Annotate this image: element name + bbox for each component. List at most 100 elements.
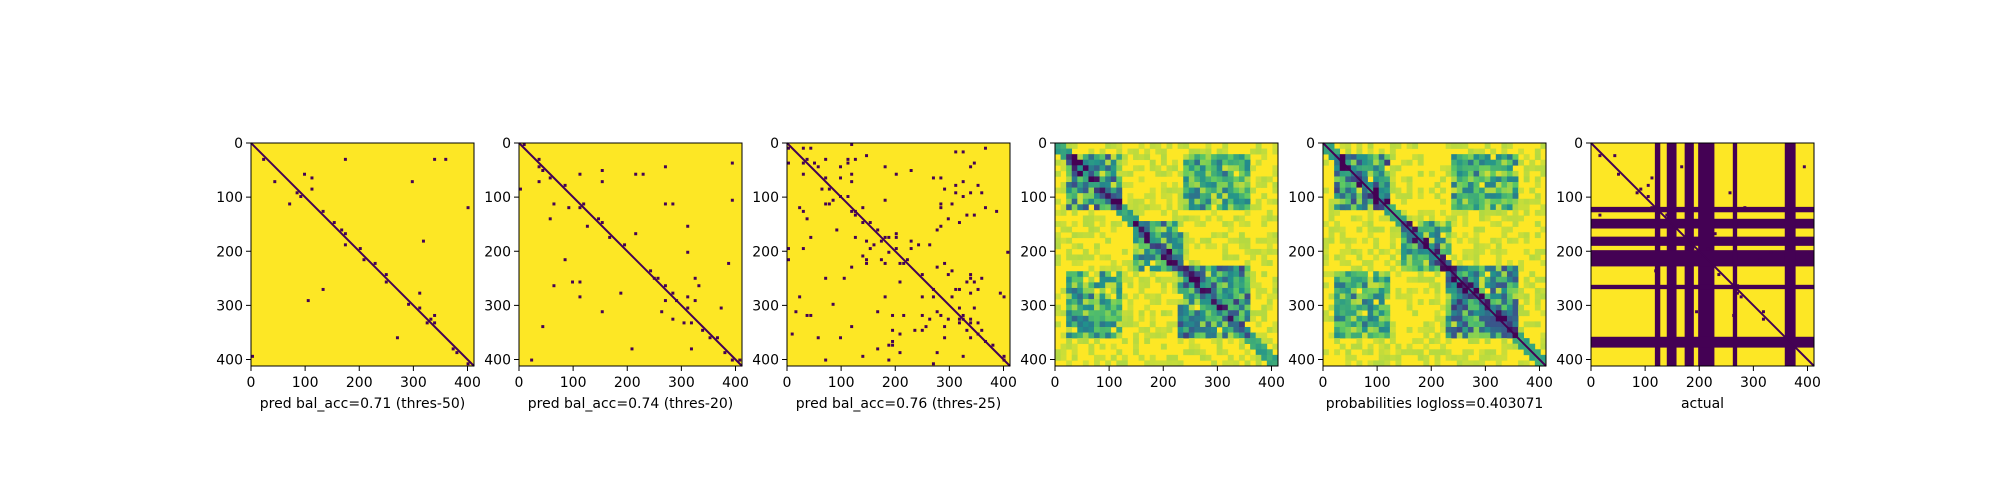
heatmap-cell	[1323, 349, 1329, 356]
heatmap-cell	[1233, 326, 1240, 333]
heatmap-cell	[1071, 176, 1078, 183]
heatmap-cell	[1177, 332, 1184, 339]
heatmap-cell	[1160, 159, 1167, 166]
heatmap-cell	[1160, 276, 1167, 283]
heatmap-cell	[1501, 215, 1508, 222]
x-tick-label: 0	[247, 375, 256, 391]
heatmap-cell	[1473, 204, 1480, 211]
heatmap-cell	[1490, 271, 1497, 278]
heatmap-cell	[1116, 182, 1123, 188]
x-tick-label: 400	[454, 375, 481, 391]
heatmap-cell	[295, 191, 299, 195]
heatmap-cell	[1211, 154, 1217, 161]
heatmap-cell	[1395, 287, 1402, 294]
heatmap-cell	[1323, 315, 1329, 322]
heatmap-cell	[1250, 165, 1256, 172]
heatmap-cell	[1110, 170, 1117, 177]
heatmap-cell	[1339, 260, 1346, 266]
heatmap-cell	[1110, 165, 1117, 172]
heatmap-cell	[1467, 326, 1474, 333]
heatmap-cell	[1127, 193, 1134, 200]
heatmap-cell	[1194, 165, 1201, 172]
heatmap-cell	[1495, 209, 1502, 216]
heatmap-cell	[1467, 154, 1474, 161]
heatmap-cell	[1127, 148, 1134, 155]
heatmap-cell	[1116, 165, 1123, 172]
heatmap-cell	[1155, 248, 1162, 255]
heatmap-cell	[1205, 276, 1212, 283]
heatmap-cell	[1261, 338, 1268, 344]
heatmap-cell	[1099, 304, 1106, 311]
heatmap-cell	[1350, 282, 1357, 289]
heatmap-cell	[1227, 193, 1234, 200]
heatmap-cell	[1339, 293, 1346, 300]
heatmap-cell	[1473, 154, 1480, 161]
heatmap-cell	[1417, 299, 1424, 305]
heatmap-cell	[418, 306, 422, 310]
heatmap-cell	[1451, 182, 1458, 188]
heatmap-cell	[1395, 360, 1402, 367]
heatmap-cell	[1406, 193, 1413, 200]
heatmap-cell	[1467, 237, 1474, 244]
heatmap-cell	[608, 235, 612, 239]
heatmap-cell	[1445, 304, 1452, 311]
heatmap-cell	[1501, 315, 1508, 322]
x-tick-label: 100	[292, 375, 319, 391]
heatmap-cell	[801, 172, 805, 176]
y-tick-label: 200	[216, 244, 243, 260]
heatmap-cell	[1434, 354, 1441, 361]
heatmap-cell	[1451, 209, 1458, 216]
heatmap-cell	[1378, 176, 1385, 183]
heatmap-cell	[1133, 209, 1139, 216]
heatmap-cell	[1199, 170, 1206, 177]
heatmap-cell	[1467, 198, 1474, 205]
heatmap-cell	[1378, 354, 1385, 361]
heatmap-cell	[1356, 332, 1363, 339]
heatmap-cell	[1060, 143, 1067, 149]
heatmap-cell	[1255, 310, 1262, 317]
heatmap-cell	[1350, 248, 1357, 255]
heatmap-cell	[1434, 237, 1441, 244]
heatmap-cell	[251, 354, 254, 358]
heatmap-cell	[1121, 209, 1128, 216]
heatmap-cell	[1094, 248, 1100, 255]
heatmap-cell	[1328, 226, 1335, 233]
heatmap-cell	[1060, 148, 1067, 155]
heatmap-cell	[1434, 299, 1441, 305]
heatmap-cell	[1094, 304, 1100, 311]
heatmap-cell	[969, 321, 973, 325]
heatmap-cell	[1261, 176, 1268, 183]
heatmap-cell	[1060, 237, 1067, 244]
heatmap-cell	[883, 261, 887, 265]
heatmap-cell	[1523, 165, 1530, 172]
heatmap-cell	[1172, 226, 1178, 233]
heatmap-cell	[1149, 165, 1156, 172]
heatmap-cell	[1373, 332, 1380, 339]
heatmap-cell	[1250, 282, 1256, 289]
heatmap-cell	[1183, 287, 1190, 294]
heatmap-cell	[824, 358, 828, 362]
heatmap-cell	[1216, 204, 1223, 211]
heatmap-cell	[1183, 265, 1190, 272]
heatmap-cell	[1094, 360, 1100, 367]
heatmap-cell	[1205, 193, 1212, 200]
heatmap-cell	[1501, 293, 1508, 300]
heatmap-cell	[1149, 293, 1156, 300]
heatmap-cell	[1183, 182, 1190, 188]
heatmap-cell	[1233, 237, 1240, 244]
heatmap-cell	[1423, 260, 1430, 266]
heatmap-cell	[1199, 315, 1206, 322]
heatmap-cell	[1445, 260, 1452, 266]
heatmap-cell	[1066, 165, 1073, 172]
heatmap-cell	[1484, 198, 1491, 205]
axes-frame	[518, 142, 743, 367]
heatmap-cell	[1244, 193, 1251, 200]
heatmap-cell	[1501, 271, 1508, 278]
heatmap-cell	[1177, 338, 1184, 344]
heatmap-cell	[1467, 271, 1474, 278]
heatmap-cell	[1490, 332, 1497, 339]
heatmap-cell	[1194, 315, 1201, 322]
heatmap-cell	[1188, 182, 1195, 188]
heatmap-cell	[1155, 243, 1162, 250]
